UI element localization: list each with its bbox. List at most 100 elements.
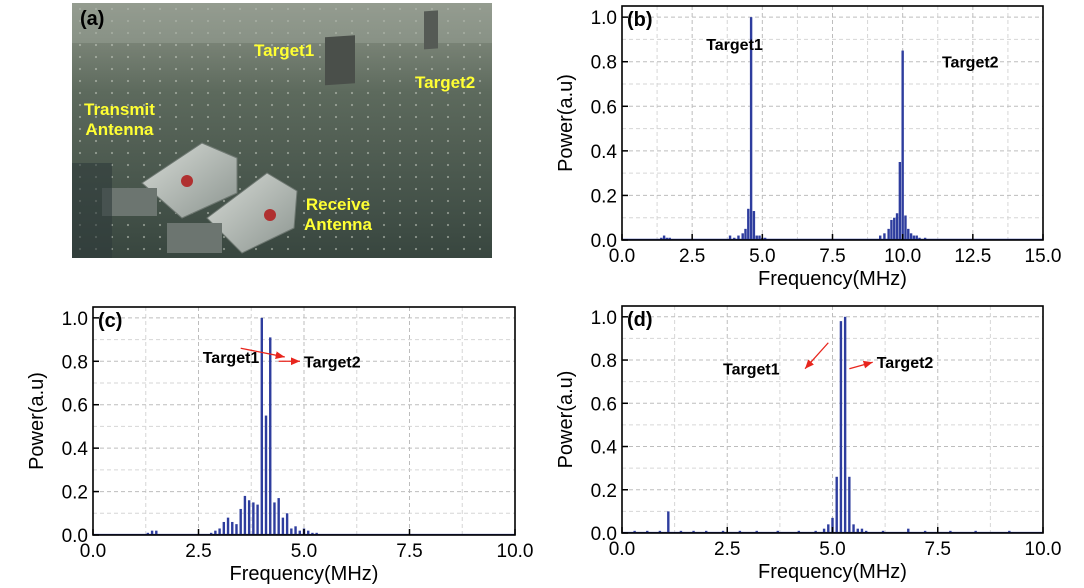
data-bar bbox=[218, 528, 221, 535]
x-tick-label: 7.5 bbox=[819, 246, 845, 267]
x-tick-label: 15.0 bbox=[1025, 246, 1062, 267]
data-bar bbox=[705, 530, 708, 533]
transmit-antenna-label: Transmit Antenna bbox=[84, 100, 155, 140]
data-bar bbox=[150, 530, 154, 535]
panel-label: (c) bbox=[98, 310, 122, 332]
data-bar bbox=[277, 498, 280, 535]
annotation-target1: Target1 bbox=[706, 37, 763, 54]
y-tick-label: 0.4 bbox=[591, 142, 618, 163]
annotation-target1: Target1 bbox=[203, 350, 260, 367]
data-bar bbox=[269, 337, 272, 535]
data-bar bbox=[155, 530, 158, 535]
data-bar bbox=[839, 321, 843, 533]
transmit-line2: Antenna bbox=[85, 120, 154, 139]
data-bar bbox=[281, 517, 285, 535]
annotation-arrow bbox=[849, 360, 873, 370]
data-bar bbox=[814, 530, 817, 533]
data-bar bbox=[1008, 530, 1011, 533]
y-tick-label: 0.0 bbox=[591, 231, 617, 252]
data-bar bbox=[974, 530, 977, 533]
data-bar bbox=[890, 219, 893, 240]
receive-line1: Receive bbox=[305, 195, 371, 214]
x-tick-label: 5.0 bbox=[291, 541, 317, 562]
data-bar bbox=[667, 511, 670, 533]
data-bar bbox=[843, 316, 847, 533]
data-bar bbox=[893, 217, 896, 240]
data-bar bbox=[307, 530, 310, 535]
data-bar bbox=[879, 235, 882, 240]
data-bar bbox=[831, 517, 834, 533]
experiment-photo: (a) Target1 Target2 Transmit Antenna Rec… bbox=[72, 3, 492, 258]
data-bar bbox=[252, 502, 255, 535]
x-tick-label: 7.5 bbox=[396, 541, 422, 562]
y-tick-label: 0.8 bbox=[591, 351, 617, 372]
data-bar bbox=[665, 237, 669, 240]
y-tick-label: 1.0 bbox=[591, 8, 617, 29]
data-bar bbox=[907, 228, 910, 240]
target1-photo-label: Target1 bbox=[254, 41, 315, 60]
annotation-target2: Target2 bbox=[877, 355, 934, 372]
data-bar bbox=[835, 476, 838, 533]
data-bar bbox=[668, 237, 671, 240]
data-bar bbox=[744, 228, 747, 240]
data-bar bbox=[776, 530, 779, 533]
data-bar bbox=[895, 213, 899, 240]
data-bar bbox=[909, 233, 913, 240]
data-bar bbox=[146, 532, 150, 535]
annotation-target2: Target2 bbox=[304, 354, 361, 371]
data-bar bbox=[260, 317, 263, 535]
y-tick-label: 0.4 bbox=[591, 438, 618, 459]
data-bar bbox=[918, 237, 921, 240]
data-bar bbox=[763, 237, 767, 240]
data-bar bbox=[749, 17, 753, 241]
data-bar bbox=[949, 530, 952, 533]
data-bar bbox=[856, 528, 859, 533]
x-tick-label: 0.0 bbox=[609, 539, 635, 560]
data-bar bbox=[901, 50, 904, 241]
y-axis-label: Power(a.u) bbox=[26, 372, 48, 470]
transmit-line1: Transmit bbox=[84, 100, 155, 119]
data-bar bbox=[633, 530, 636, 533]
data-bar bbox=[721, 530, 725, 533]
y-tick-label: 0.6 bbox=[62, 396, 88, 417]
data-bar bbox=[290, 528, 293, 535]
data-bar bbox=[209, 532, 213, 535]
data-bar bbox=[264, 415, 268, 535]
panel-label: (d) bbox=[627, 309, 653, 331]
x-axis-label: Frequency(MHz) bbox=[758, 561, 907, 583]
y-tick-label: 1.0 bbox=[62, 309, 88, 330]
data-bar bbox=[646, 530, 649, 533]
y-tick-label: 0.2 bbox=[591, 481, 617, 502]
x-tick-label: 10.0 bbox=[884, 246, 921, 267]
data-bar bbox=[247, 500, 251, 535]
annotation-target2: Target2 bbox=[942, 55, 999, 72]
data-bar bbox=[860, 528, 864, 533]
data-bar bbox=[315, 532, 318, 535]
annotation-arrow bbox=[240, 347, 285, 360]
y-tick-label: 0.6 bbox=[591, 394, 617, 415]
y-axis-label: Power(a.u) bbox=[555, 74, 577, 172]
data-bar bbox=[662, 235, 666, 240]
data-bar bbox=[887, 228, 890, 240]
data-bar bbox=[827, 524, 830, 533]
x-tick-label: 2.5 bbox=[679, 246, 705, 267]
data-bar bbox=[235, 524, 238, 535]
data-bar bbox=[904, 215, 907, 240]
y-tick-label: 0.6 bbox=[591, 97, 617, 118]
data-bar bbox=[752, 211, 756, 240]
data-bar bbox=[907, 528, 910, 533]
data-bar bbox=[243, 495, 247, 535]
y-tick-label: 0.8 bbox=[591, 53, 617, 74]
x-axis-label: Frequency(MHz) bbox=[758, 268, 907, 290]
panel-a-label: (a) bbox=[80, 8, 105, 30]
y-tick-label: 0.0 bbox=[62, 526, 88, 547]
data-bar bbox=[915, 235, 918, 240]
x-tick-label: 2.5 bbox=[185, 541, 211, 562]
y-tick-label: 0.4 bbox=[62, 439, 89, 460]
y-tick-label: 1.0 bbox=[591, 308, 617, 329]
x-tick-label: 2.5 bbox=[714, 539, 740, 560]
data-bar bbox=[239, 508, 242, 535]
x-axis-label: Frequency(MHz) bbox=[230, 563, 379, 585]
data-bar bbox=[728, 235, 732, 240]
